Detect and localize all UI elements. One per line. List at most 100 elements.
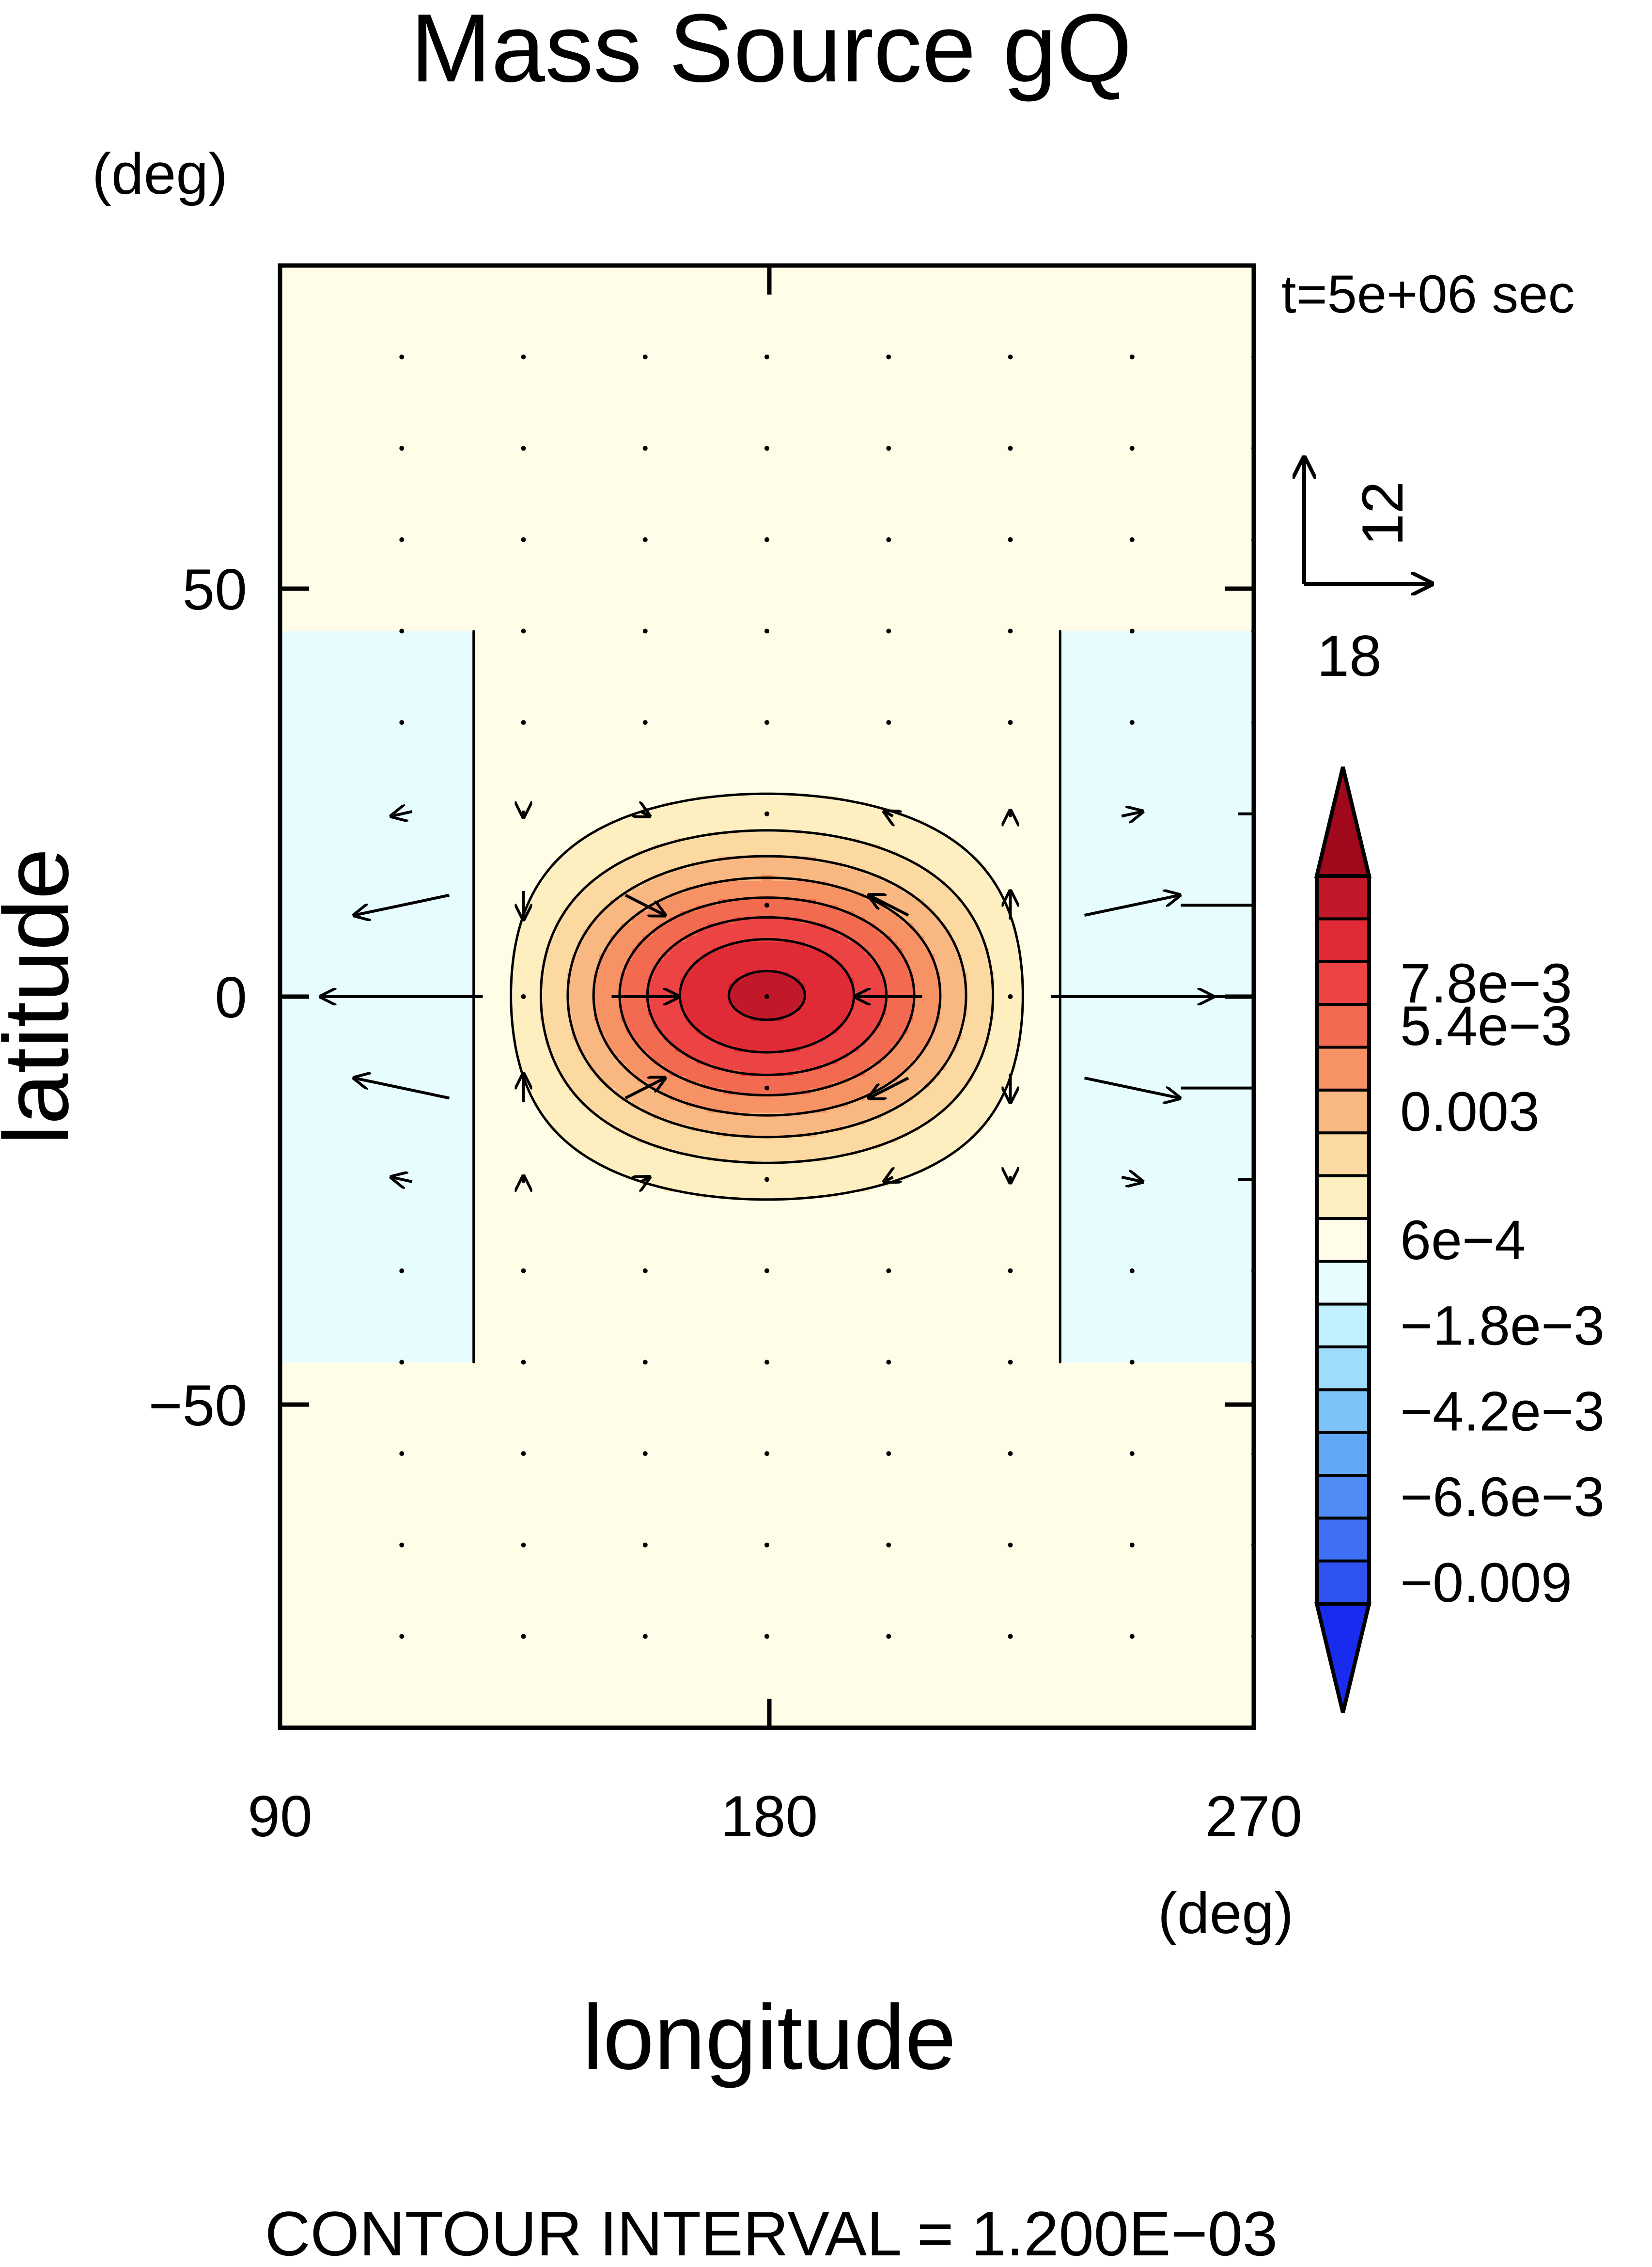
contour-line-11: [566, 855, 967, 1139]
vector-dot: [399, 1268, 405, 1273]
vector-dot: [886, 1542, 891, 1548]
reference-vector-v-label: 12: [1350, 481, 1415, 546]
vector-dot: [1129, 1542, 1135, 1548]
reference-vector-u-label: 18: [1317, 624, 1381, 688]
vector-dot: [886, 720, 891, 725]
reference-vector: 12 18: [1304, 458, 1432, 688]
vector-dot: [642, 354, 648, 360]
colorbar-box-9: [1315, 1217, 1371, 1263]
colorbar-box-2: [1315, 1517, 1371, 1563]
vector-dot: [1008, 1268, 1013, 1273]
colorbar-box-1: [1315, 1559, 1371, 1606]
colorbar-low-extension: [1314, 1602, 1372, 1713]
colorbar-box-16: [1315, 917, 1371, 963]
vector-dot: [1008, 994, 1013, 999]
x-axis-title: longitude: [582, 1986, 956, 2089]
vector-dot: [886, 1360, 891, 1365]
vector-dot: [886, 446, 891, 451]
vector-dot: [642, 720, 648, 725]
vector-dot: [521, 994, 526, 999]
vector-dot: [642, 537, 648, 542]
colorbar: −0.009 −6.6e−3 −4.2e−3 −1.8e−3 6e−4 0.003 5.4e…: [1314, 766, 1605, 1713]
vector-dot: [521, 1360, 526, 1365]
colorbar-high-extension: [1314, 766, 1372, 878]
colorbar-box-6: [1315, 1345, 1371, 1391]
vector-dot: [764, 628, 769, 634]
vector-dot: [764, 446, 769, 451]
vector-dot: [764, 354, 769, 360]
contour-line-9: [510, 792, 1024, 1201]
colorbar-box-10: [1315, 1174, 1371, 1220]
colorbar-tick-label-6: 5.4e−3: [1400, 995, 1572, 1057]
vector-dot: [399, 1634, 405, 1639]
vector-dot: [764, 537, 769, 542]
vector-arrow: [884, 1177, 893, 1182]
colorbar-box-4: [1315, 1431, 1371, 1477]
y-axis-unit: (deg): [92, 141, 228, 206]
vector-dot: [1129, 1634, 1135, 1639]
vector-dot: [399, 1360, 405, 1365]
vector-dot: [399, 354, 405, 360]
vector-dot: [1129, 1451, 1135, 1456]
vector-arrow: [1084, 895, 1180, 917]
y-axis-title: latitude: [0, 848, 88, 1145]
colorbar-box-5: [1315, 1388, 1371, 1434]
colorbar-box-14: [1315, 1003, 1371, 1049]
vector-dot: [399, 720, 405, 725]
vector-dot: [886, 354, 891, 360]
vector-dot: [521, 1451, 526, 1456]
contour-line-16: [727, 969, 807, 1021]
vector-dot: [521, 1268, 526, 1273]
colorbar-tick-label-1: −6.6e−3: [1400, 1466, 1605, 1528]
vector-dot: [886, 628, 891, 634]
vector-dot: [521, 720, 526, 725]
x-tick-label-270: 270: [1205, 1784, 1302, 1849]
vector-dot: [764, 720, 769, 725]
vector-dot: [764, 994, 769, 999]
vector-dot: [764, 811, 769, 816]
vector-arrow: [391, 1177, 413, 1182]
vector-dot: [886, 537, 891, 542]
colorbar-box-13: [1315, 1046, 1371, 1092]
vector-dot: [521, 446, 526, 451]
vector-dot: [1008, 1360, 1013, 1365]
vector-dot: [764, 1177, 769, 1182]
colorbar-box-3: [1315, 1473, 1371, 1520]
colorbar-box-11: [1315, 1131, 1371, 1177]
vector-dot: [1129, 1268, 1135, 1273]
y-tick-label-50: 50: [183, 557, 247, 622]
vector-arrow: [354, 893, 450, 916]
vector-dot: [521, 537, 526, 542]
colorbar-tick-label-7: 7.8e−3: [1400, 953, 1572, 1015]
vector-dot: [1008, 1634, 1013, 1639]
vector-dot: [764, 1451, 769, 1456]
x-tick-label-180: 180: [721, 1784, 818, 1849]
vector-dot: [642, 446, 648, 451]
vector-arrow: [884, 812, 893, 816]
colorbar-box-15: [1315, 960, 1371, 1006]
vector-dot: [764, 1268, 769, 1273]
vector-arrow: [869, 895, 909, 917]
vector-dot: [642, 1634, 648, 1639]
contour-line-14: [646, 916, 888, 1077]
colorbar-tick-label-5: 0.003: [1400, 1081, 1540, 1143]
vector-dot: [886, 1451, 891, 1456]
contour-line-10: [539, 829, 995, 1164]
vector-dot: [1008, 446, 1013, 451]
vector-arrow: [869, 1077, 909, 1098]
chart-title: Mass Source gQ: [410, 0, 1132, 102]
vector-dot: [886, 1268, 891, 1273]
vector-field: [321, 354, 1254, 1639]
vector-arrow: [354, 1078, 450, 1100]
vector-dot: [642, 1542, 648, 1548]
colorbar-box-17: [1315, 875, 1371, 921]
colorbar-box-7: [1315, 1302, 1371, 1348]
vector-dot: [1008, 720, 1013, 725]
vector-dot: [1129, 537, 1135, 542]
vector-arrow: [624, 1078, 665, 1100]
vector-dot: [1008, 1451, 1013, 1456]
vector-dot: [642, 1360, 648, 1365]
y-tick-label-m50: −50: [148, 1373, 247, 1438]
colorbar-tick-label-3: −1.8e−3: [1400, 1295, 1605, 1357]
colorbar-tick-label-2: −4.2e−3: [1400, 1380, 1605, 1442]
